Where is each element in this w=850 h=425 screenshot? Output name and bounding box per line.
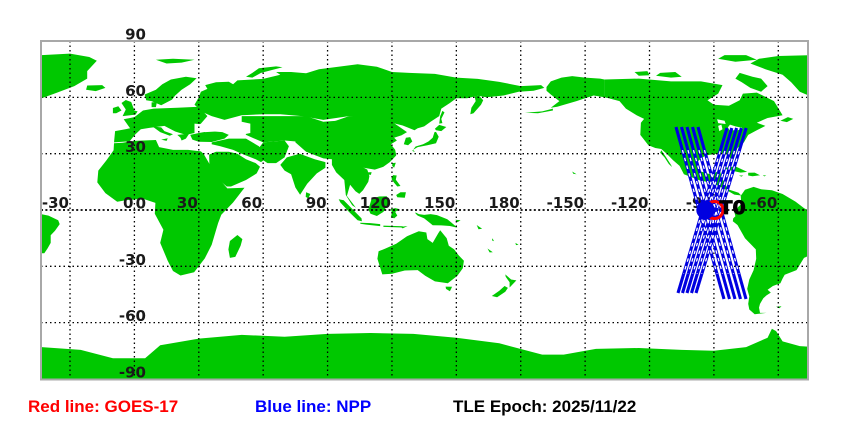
land-polygon [391, 175, 401, 187]
lon-tick-label: -60 [750, 194, 777, 212]
land-polygon [748, 172, 760, 177]
lon-tick-label: -120 [611, 194, 649, 212]
land-polygon [246, 66, 283, 78]
land-polygon [434, 124, 447, 132]
land-polygon [735, 72, 768, 92]
land-polygon [114, 106, 208, 143]
marker-label: T0 [720, 197, 746, 219]
land-polygon [491, 286, 508, 298]
land-polygon [368, 196, 390, 216]
lon-tick-label: 90 [306, 194, 327, 212]
land-polygon [295, 116, 407, 170]
land-polygon [445, 286, 453, 292]
land-polygon [97, 140, 245, 276]
land-polygon [144, 76, 197, 106]
land-polygon [439, 110, 445, 124]
land-polygon [396, 192, 406, 198]
land-polygon [360, 222, 381, 227]
land-polygon [177, 132, 191, 141]
land-polygon [455, 219, 461, 223]
lat-tick-label: -30 [119, 251, 146, 269]
lon-tick-label: 60 [241, 194, 262, 212]
land-polygon [383, 225, 403, 228]
land-polygon [228, 235, 243, 258]
land-polygon [331, 157, 370, 208]
land-polygon [718, 55, 757, 62]
land-polygon [470, 95, 484, 115]
land-polygon [151, 126, 173, 136]
lat-tick-label: 0 [136, 195, 146, 213]
land-polygon [151, 102, 157, 108]
land-polygon [739, 175, 744, 177]
land-polygon [634, 71, 650, 76]
map-layer [41, 53, 808, 379]
land-polygon [190, 131, 229, 142]
land-polygon [415, 212, 458, 228]
lon-tick-label: 180 [488, 194, 519, 212]
lon-tick-label: -30 [42, 194, 69, 212]
land-polygon [525, 108, 553, 114]
land-polygon [546, 76, 605, 108]
land-polygon [305, 192, 311, 199]
land-polygon [412, 131, 439, 153]
lake-polygon [239, 121, 251, 135]
land-polygon [780, 117, 794, 123]
lat-tick-label: 90 [125, 26, 146, 44]
land-polygon [476, 225, 483, 230]
land-polygon [41, 214, 60, 254]
npp-track-line [694, 127, 748, 294]
lon-tick-label: 120 [360, 194, 391, 212]
lat-tick-label: 60 [125, 82, 146, 100]
land-polygon [400, 226, 408, 229]
lat-tick-label: -90 [119, 363, 146, 381]
legend-blue-line: Blue line: NPP [255, 397, 372, 416]
land-polygon [211, 138, 268, 163]
land-polygon [41, 328, 808, 379]
land-polygon [121, 100, 138, 117]
lon-tick-label: -150 [547, 194, 585, 212]
legend-red-line: Red line: GOES-17 [28, 397, 179, 416]
land-polygon [515, 242, 519, 246]
lake-polygon [718, 124, 723, 132]
land-polygon [487, 248, 493, 253]
land-polygon [209, 151, 260, 187]
land-polygon [258, 140, 289, 164]
lat-tick-label: 30 [125, 138, 146, 156]
land-polygon [367, 172, 372, 175]
land-polygon [572, 171, 577, 175]
map-border [40, 40, 809, 381]
lon-tick-label: 150 [424, 194, 455, 212]
npp-subpoint-dot [696, 200, 715, 220]
land-polygon [492, 238, 495, 242]
land-polygon [112, 106, 122, 114]
land-polygon [280, 153, 326, 195]
land-polygon [604, 78, 783, 196]
land-polygon [86, 85, 106, 92]
land-polygon [656, 72, 682, 78]
land-polygon [505, 274, 517, 288]
lake-polygon [194, 122, 223, 133]
npp-track-dash [698, 150, 735, 274]
lake-polygon [717, 119, 726, 124]
land-polygon [403, 137, 413, 146]
npp-track-line [690, 127, 743, 294]
land-polygon [161, 138, 168, 141]
land-polygon [762, 175, 767, 177]
land-polygon [732, 186, 808, 315]
land-polygon [377, 230, 464, 284]
lat-tick-label: -60 [119, 307, 146, 325]
lon-tick-label: 30 [177, 194, 198, 212]
land-polygon [750, 55, 808, 96]
land-polygon [155, 58, 195, 64]
land-polygon [660, 150, 672, 167]
land-polygon [392, 162, 396, 168]
land-polygon [194, 64, 545, 131]
lon-tick-label: 0 [123, 194, 133, 212]
legend-tle-epoch: TLE Epoch: 2025/11/22 [453, 397, 637, 416]
land-polygon [41, 53, 97, 99]
